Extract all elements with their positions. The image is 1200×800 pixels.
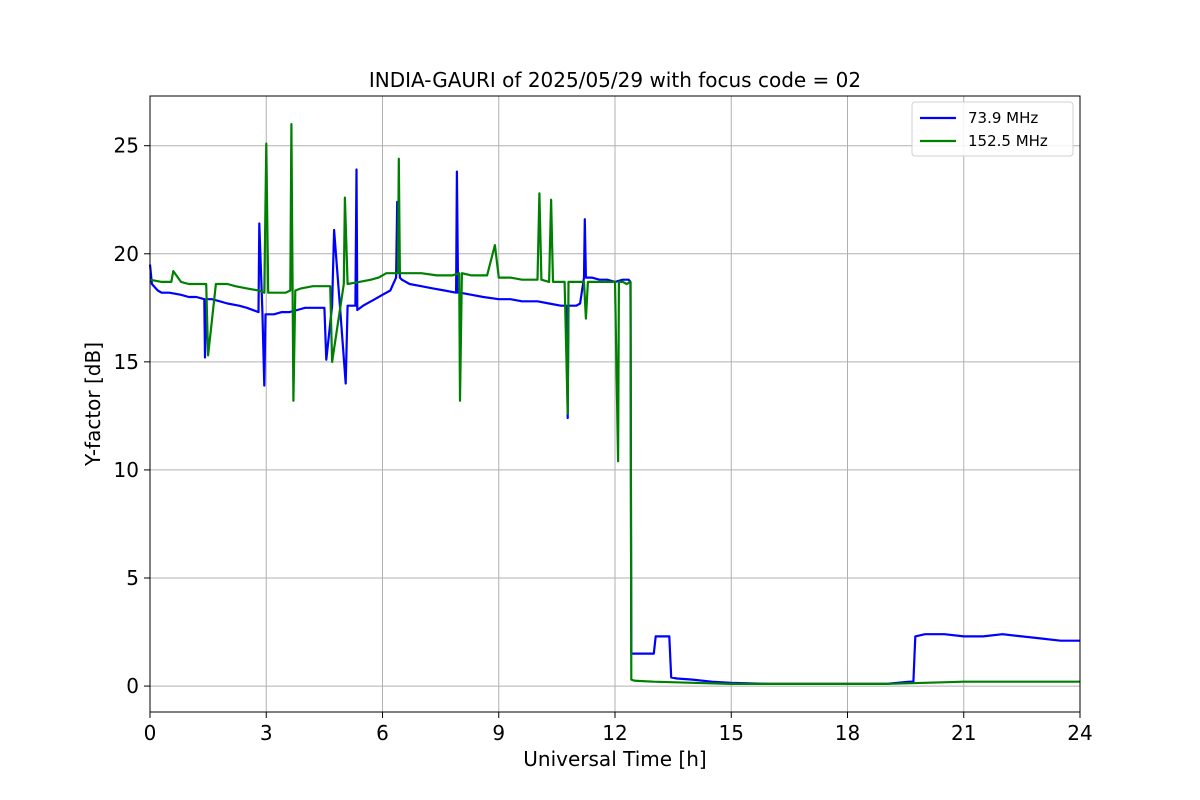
x-tick-label: 12	[602, 721, 627, 745]
x-tick-label: 18	[835, 721, 860, 745]
x-tick-label: 9	[492, 721, 505, 745]
y-tick-label: 25	[114, 134, 139, 158]
x-tick-label: 3	[260, 721, 273, 745]
y-tick-label: 0	[126, 674, 139, 698]
legend-label: 152.5 MHz	[968, 132, 1048, 150]
ticks: 0 3 6 9 12 15 18 21 24 0 5 10 15 20 25	[114, 134, 1093, 745]
chart-title: INDIA-GAURI of 2025/05/29 with focus cod…	[369, 68, 861, 92]
x-tick-label: 24	[1067, 721, 1092, 745]
x-tick-label: 15	[719, 721, 744, 745]
series-line-0	[148, 168, 1080, 686]
x-axis-label: Universal Time [h]	[523, 747, 706, 771]
series-layer	[148, 122, 1080, 686]
y-tick-label: 10	[114, 458, 139, 482]
legend-label: 73.9 MHz	[968, 109, 1038, 127]
y-tick-label: 15	[114, 350, 139, 374]
x-tick-label: 0	[144, 721, 157, 745]
x-tick-label: 6	[376, 721, 389, 745]
legend: 73.9 MHz 152.5 MHz	[911, 101, 1074, 157]
y-tick-label: 20	[114, 242, 139, 266]
legend-box	[911, 101, 1074, 157]
series-line-1	[149, 122, 1080, 686]
y-axis-label: Y-factor [dB]	[81, 342, 105, 467]
y-tick-label: 5	[126, 566, 139, 590]
x-tick-label: 21	[951, 721, 976, 745]
